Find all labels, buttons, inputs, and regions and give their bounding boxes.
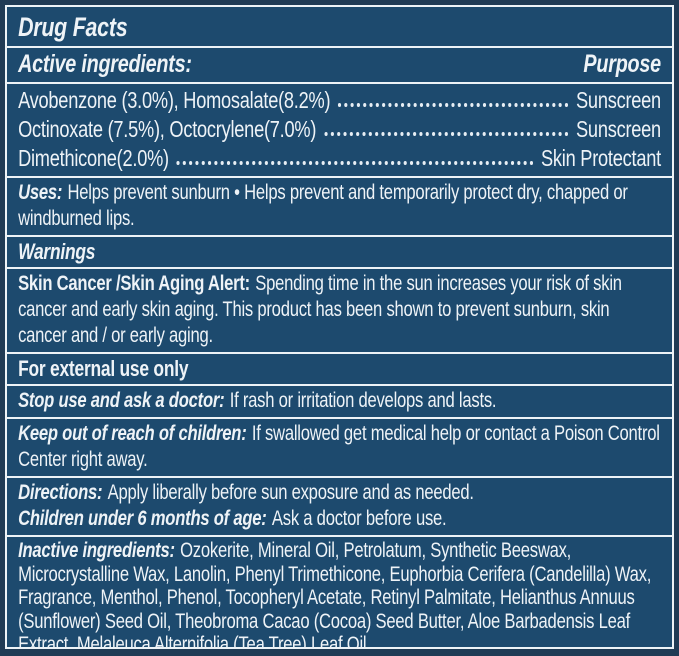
ingredient-row: Dimethicone(2.0%) Skin Protectant [18, 144, 661, 173]
skin-cancer-alert-lead: Skin Cancer /Skin Aging Alert: [18, 272, 250, 295]
keep-out-of-reach-section: Keep out of reach of children: If swallow… [7, 417, 672, 476]
inactive-ingredients-section: Inactive ingredients: Ozokerite, Mineral … [7, 535, 672, 649]
skin-cancer-alert-text: Spending time in the sun increases your … [18, 272, 622, 347]
ingredient-name: Dimethicone(2.0%) [18, 145, 169, 171]
children-row: Children under 6 months of age: Ask a doc… [18, 506, 661, 532]
uses-text: Helps prevent sunburn • Helps prevent an… [18, 181, 628, 230]
inactive-ingredients-lead: Inactive ingredients: [18, 539, 175, 562]
inactive-ingredients-text: Ozokerite, Mineral Oil, Petrolatum, Synt… [18, 539, 652, 649]
keep-out-lead: Keep out of reach of children: [18, 422, 247, 445]
directions-text: Apply liberally before sun exposure and … [107, 481, 474, 504]
stop-use-section: Stop use and ask a doctor: If rash or irr… [7, 384, 672, 417]
active-ingredients-header: Active ingredients: Purpose [7, 46, 672, 82]
label-frame: Drug Facts Active ingredients: Purpose A… [5, 5, 674, 649]
ingredient-purpose: Sunscreen [576, 87, 661, 113]
external-use-statement: For external use only [7, 352, 672, 384]
children-lead: Children under 6 months of age: [18, 507, 267, 530]
ingredient-row: Octinoxate (7.5%), Octocrylene(7.0%) Sun… [18, 115, 661, 144]
children-text: Ask a doctor before use. [271, 507, 447, 530]
skin-cancer-alert-section: Skin Cancer /Skin Aging Alert: Spending t… [7, 267, 672, 352]
drug-facts-title: Drug Facts [18, 12, 128, 42]
uses-section: Uses: Helps prevent sunburn • Helps preve… [7, 176, 672, 235]
stop-use-lead: Stop use and ask a doctor: [18, 389, 225, 412]
leader-dots [176, 161, 534, 165]
keep-out-text: If swallowed get medical help or contact… [18, 422, 660, 471]
stop-use-text: If rash or irritation develops and lasts… [229, 389, 497, 412]
ingredient-purpose: Skin Protectant [541, 145, 661, 171]
ingredient-purpose: Sunscreen [576, 116, 661, 142]
directions-lead: Directions: [18, 481, 103, 504]
active-ingredients-heading: Active ingredients: [18, 50, 192, 78]
directions-section: Directions: Apply liberally before sun ex… [7, 476, 672, 535]
warnings-heading: Warnings [7, 235, 672, 267]
label-content: Drug Facts Active ingredients: Purpose A… [7, 7, 672, 649]
active-ingredients-table: Avobenzone (3.0%), Homosalate(8.2%) Suns… [7, 82, 672, 176]
leader-dots [324, 132, 569, 136]
uses-lead: Uses: [18, 181, 63, 204]
leader-dots [338, 103, 569, 107]
purpose-heading: Purpose [583, 50, 661, 78]
ingredient-name: Octinoxate (7.5%), Octocrylene(7.0%) [18, 116, 317, 142]
directions-row: Directions: Apply liberally before sun ex… [18, 480, 661, 506]
ingredient-row: Avobenzone (3.0%), Homosalate(8.2%) Suns… [18, 86, 661, 115]
ingredient-name: Avobenzone (3.0%), Homosalate(8.2%) [18, 87, 331, 113]
